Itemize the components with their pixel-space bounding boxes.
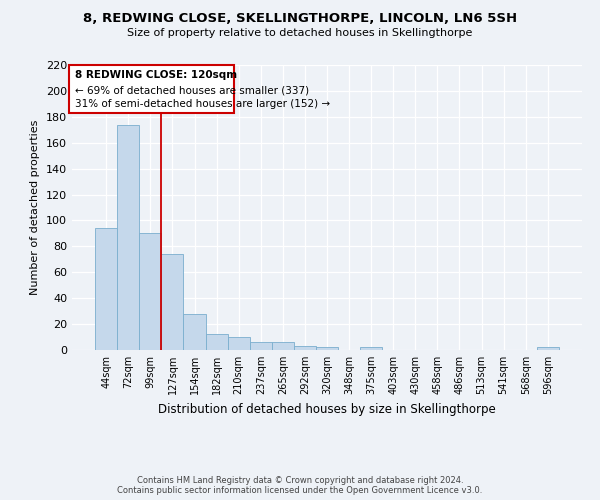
Text: Size of property relative to detached houses in Skellingthorpe: Size of property relative to detached ho… [127, 28, 473, 38]
Bar [139, 234, 161, 350]
Bar [95, 228, 117, 350]
X-axis label: Distribution of detached houses by size in Skellingthorpe: Distribution of detached houses by size … [158, 402, 496, 415]
Bar [161, 254, 184, 350]
Bar [184, 314, 206, 350]
Text: ← 69% of detached houses are smaller (337): ← 69% of detached houses are smaller (33… [75, 85, 309, 95]
Bar [250, 342, 272, 350]
Bar [206, 334, 227, 350]
Bar [360, 348, 382, 350]
Text: 8 REDWING CLOSE: 120sqm: 8 REDWING CLOSE: 120sqm [75, 70, 237, 80]
Bar [294, 346, 316, 350]
Bar [117, 124, 139, 350]
Bar [316, 348, 338, 350]
Text: 8, REDWING CLOSE, SKELLINGTHORPE, LINCOLN, LN6 5SH: 8, REDWING CLOSE, SKELLINGTHORPE, LINCOL… [83, 12, 517, 26]
Bar [227, 337, 250, 350]
Y-axis label: Number of detached properties: Number of detached properties [31, 120, 40, 295]
Bar [272, 342, 294, 350]
Text: Contains HM Land Registry data © Crown copyright and database right 2024.
Contai: Contains HM Land Registry data © Crown c… [118, 476, 482, 495]
Text: 31% of semi-detached houses are larger (152) →: 31% of semi-detached houses are larger (… [75, 98, 330, 108]
Bar [537, 348, 559, 350]
